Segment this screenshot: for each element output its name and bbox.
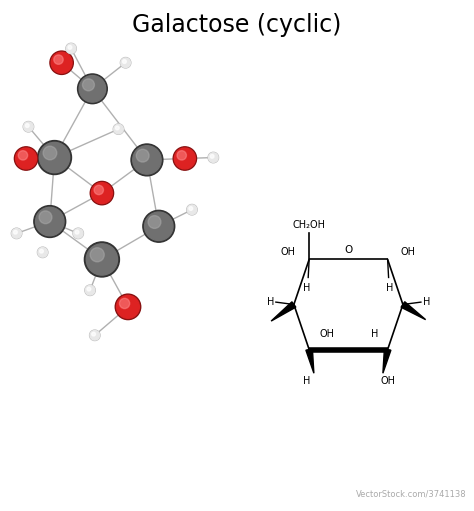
Circle shape [75,230,79,234]
Circle shape [23,122,34,132]
Circle shape [187,205,197,215]
Text: Galactose (cyclic): Galactose (cyclic) [132,13,342,37]
Circle shape [39,249,43,253]
Circle shape [24,122,33,131]
Circle shape [131,144,163,176]
Circle shape [84,242,119,277]
Text: H: H [266,297,274,307]
Text: OH: OH [319,329,335,339]
Circle shape [18,151,27,160]
Circle shape [34,205,66,238]
Circle shape [90,248,104,262]
Circle shape [90,331,100,340]
Circle shape [210,154,214,158]
Circle shape [209,153,218,162]
Polygon shape [401,301,426,320]
Text: OH: OH [401,247,416,258]
Text: H: H [303,376,310,386]
Circle shape [148,216,161,228]
Polygon shape [383,349,391,373]
Circle shape [86,244,118,275]
Polygon shape [271,302,296,321]
Circle shape [66,43,76,54]
Circle shape [66,44,76,53]
Text: CH₂OH: CH₂OH [292,220,326,230]
Circle shape [16,148,36,169]
Circle shape [189,206,192,211]
Circle shape [208,152,219,163]
Circle shape [90,181,114,205]
Circle shape [85,285,95,295]
Circle shape [73,228,83,238]
Circle shape [51,52,72,73]
Circle shape [117,295,139,318]
Polygon shape [306,349,314,373]
Text: H: H [386,283,394,293]
Text: H: H [303,283,310,293]
Circle shape [85,286,95,295]
Circle shape [54,55,63,64]
Circle shape [43,146,57,160]
Circle shape [137,149,149,162]
Circle shape [177,151,186,160]
Circle shape [187,204,197,215]
Text: H: H [371,329,378,339]
Circle shape [91,182,112,203]
Circle shape [174,148,195,169]
Text: VectorStock®: VectorStock® [7,489,89,499]
Circle shape [119,298,130,309]
Circle shape [39,211,52,224]
Text: O: O [344,245,353,255]
Circle shape [38,248,47,257]
Circle shape [79,76,106,102]
Text: OH: OH [380,376,395,386]
Circle shape [121,58,130,67]
Circle shape [122,60,126,63]
Circle shape [145,212,173,241]
Circle shape [120,58,131,68]
Circle shape [173,147,197,170]
Circle shape [14,147,38,170]
Circle shape [36,207,64,236]
Text: VectorStock.com/3741138: VectorStock.com/3741138 [356,489,467,498]
Circle shape [143,211,175,242]
Circle shape [115,294,141,319]
Circle shape [115,126,119,130]
Circle shape [39,143,70,173]
Circle shape [87,287,91,291]
Circle shape [133,146,161,174]
Circle shape [92,332,96,336]
Circle shape [50,51,73,75]
Circle shape [13,230,17,234]
Circle shape [94,185,103,195]
Circle shape [37,141,72,175]
Circle shape [37,247,48,258]
Circle shape [11,228,22,239]
Circle shape [25,124,29,127]
Circle shape [90,330,100,340]
Text: OH: OH [281,247,296,258]
Circle shape [73,228,83,239]
Circle shape [113,124,124,134]
Circle shape [12,228,21,238]
Circle shape [78,74,107,104]
Circle shape [82,79,94,91]
Circle shape [114,124,123,134]
Text: H: H [423,297,430,307]
Circle shape [68,45,72,49]
